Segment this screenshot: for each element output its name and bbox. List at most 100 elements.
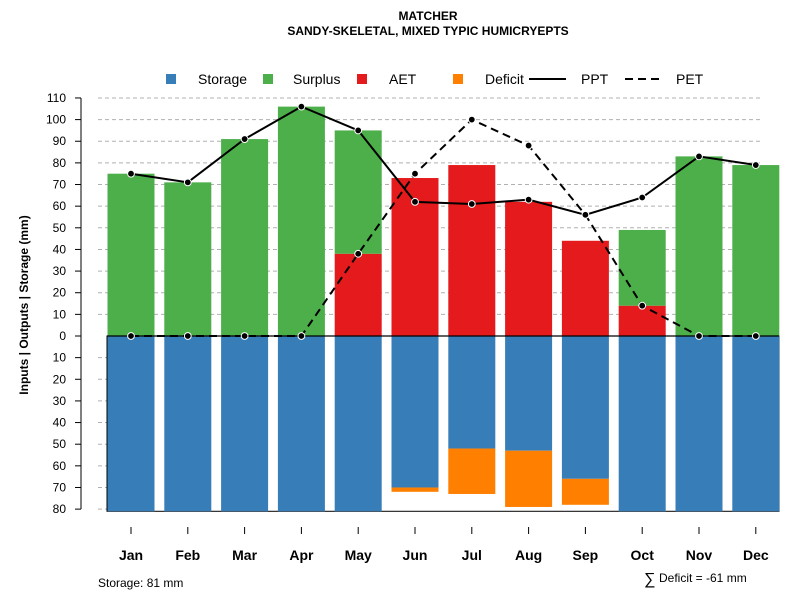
pet-point-oct	[638, 301, 647, 310]
ppt-point-jan	[127, 169, 135, 178]
ppt-point-apr	[297, 102, 306, 111]
y-tick-label: 80	[53, 156, 67, 170]
surplus-bar-apr	[277, 106, 325, 336]
y-tick-label: 50	[53, 221, 67, 235]
legend-label-deficit: Deficit	[485, 71, 524, 87]
legend-swatch-storage	[166, 74, 176, 84]
ppt-point-oct	[638, 193, 647, 202]
surplus-bar-may	[334, 130, 382, 254]
storage-bar-jun	[391, 336, 439, 488]
storage-bar-nov	[675, 336, 723, 512]
aet-bar-jul	[448, 165, 496, 336]
storage-bar-may	[334, 336, 382, 512]
y-tick-label: 20	[53, 372, 67, 386]
x-tick-label-nov: Nov	[686, 547, 713, 563]
axes: 0 10 20 30 40 50 60 70 80 90 100 110 10 20 30 40 50 60 70 8…	[46, 91, 769, 563]
y-tick-label: 0	[59, 329, 66, 343]
y-tick-label: 110	[47, 91, 66, 105]
ppt-point-feb	[183, 178, 192, 187]
series-lines	[127, 102, 760, 340]
bars	[106, 106, 780, 512]
chart-title: MATCHER	[398, 9, 457, 23]
storage-bar-dec	[732, 336, 780, 512]
y-tick-label: 30	[53, 394, 67, 408]
deficit-bar-jul	[448, 448, 496, 494]
y-tick-label: 60	[53, 199, 67, 213]
y-axis-title: Inputs | Outputs | Storage (mm)	[17, 215, 31, 394]
legend-label-aet: AET	[389, 71, 417, 87]
x-tick-label-dec: Dec	[743, 547, 769, 563]
y-tick-label: 70	[53, 480, 67, 494]
legend-swatch-aet	[357, 74, 367, 84]
storage-bar-feb	[164, 336, 212, 512]
storage-bar-apr	[277, 336, 325, 512]
storage-bar-oct	[618, 336, 666, 512]
y-tick-label: 40	[53, 416, 67, 430]
sum-symbol: ∑	[644, 571, 655, 588]
y-tick-label: 30	[53, 264, 67, 278]
legend-label-surplus: Surplus	[293, 71, 340, 87]
ppt-point-nov	[695, 152, 703, 161]
ppt-point-may	[354, 126, 363, 135]
y-tick-label: 10	[53, 351, 67, 365]
x-tick-label-jan: Jan	[119, 547, 143, 563]
aet-bar-may	[334, 253, 382, 336]
legend-label-storage: Storage	[198, 71, 247, 87]
legend-label-ppt: PPT	[581, 71, 609, 87]
ppt-point-sep	[581, 210, 590, 219]
pet-line	[131, 118, 756, 337]
x-tick-label-jul: Jul	[462, 547, 482, 563]
pet-point-jul	[467, 115, 476, 124]
surplus-bar-dec	[732, 165, 780, 336]
ppt-line	[130, 105, 756, 216]
pet-point-aug	[524, 141, 533, 150]
legend-swatch-surplus	[263, 74, 273, 84]
legend-label-pet: PET	[676, 71, 704, 87]
y-tick-label: 40	[53, 242, 67, 256]
surplus-bar-feb	[164, 182, 212, 336]
aet-bar-sep	[561, 240, 609, 336]
x-tick-label-apr: Apr	[289, 547, 314, 563]
y-tick-label: 100	[46, 113, 66, 127]
pet-point-mar	[240, 332, 249, 340]
ppt-point-mar	[240, 135, 249, 143]
surplus-bar-nov	[675, 156, 723, 336]
pet-point-may	[354, 249, 363, 258]
deficit-bar-jun	[391, 487, 439, 492]
pet-point-nov	[695, 332, 703, 340]
ppt-point-dec	[751, 161, 760, 169]
aet-bar-oct	[618, 305, 666, 336]
deficit-bar-sep	[561, 478, 609, 505]
legend-swatch-deficit	[453, 74, 463, 84]
legend: Storage Surplus AET Deficit PPT PET	[166, 71, 704, 87]
surplus-bar-oct	[618, 229, 666, 306]
ppt-point-jun	[411, 197, 419, 206]
ppt-point-jul	[467, 200, 476, 208]
surplus-bar-jan	[107, 173, 155, 336]
y-tick-label: 20	[53, 286, 67, 300]
y-tick-label: 80	[53, 502, 67, 516]
pet-point-jun	[411, 169, 419, 178]
y-tick-label: 70	[53, 178, 67, 192]
storage-bar-jul	[448, 336, 496, 449]
surplus-bar-mar	[221, 139, 269, 336]
x-tick-label-feb: Feb	[175, 547, 200, 563]
y-tick-label: 90	[53, 134, 67, 148]
x-tick-label-jun: Jun	[403, 547, 428, 563]
y-tick-label: 10	[53, 307, 67, 321]
pet-point-apr	[297, 332, 306, 340]
x-tick-label-sep: Sep	[573, 547, 599, 563]
ppt-point-aug	[524, 195, 533, 204]
y-tick-label: 50	[53, 437, 67, 451]
pet-point-dec	[751, 332, 760, 340]
deficit-footer: Deficit = -61 mm	[659, 571, 747, 585]
x-tick-label-mar: Mar	[232, 547, 257, 563]
storage-footer: Storage: 81 mm	[98, 576, 183, 590]
storage-bar-jan	[107, 336, 155, 512]
deficit-bar-aug	[505, 450, 553, 507]
x-tick-label-aug: Aug	[515, 547, 542, 563]
pet-point-feb	[183, 332, 192, 340]
storage-bar-sep	[561, 336, 609, 479]
y-tick-label: 60	[53, 459, 67, 473]
